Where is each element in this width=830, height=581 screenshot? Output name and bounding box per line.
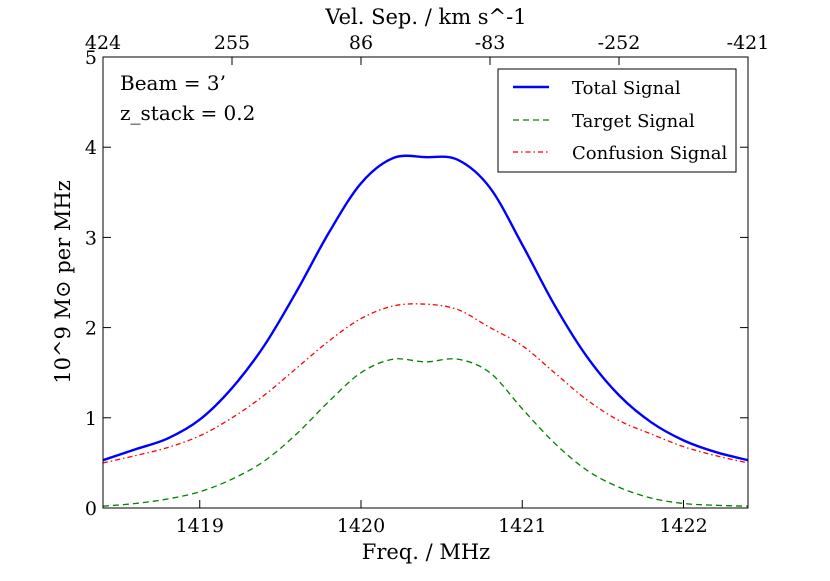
y-tick-label: 0	[85, 498, 97, 520]
series-line-confusion-signal	[102, 303, 749, 464]
x-axis-title: Freq. / MHz	[362, 540, 490, 564]
plot-frame	[102, 56, 749, 509]
series-line-target-signal	[102, 358, 749, 507]
legend-label-target: Target Signal	[572, 111, 695, 132]
x-tick-label: 1419	[176, 515, 224, 537]
top-tick-label: -421	[727, 32, 770, 54]
legend: Total Signal Target Signal Confusion Sig…	[497, 68, 737, 173]
top-tick-label: -83	[475, 32, 506, 54]
y-axis-title: 10^9 M⊙ per MHz	[51, 180, 75, 384]
x-tick-label: 1420	[337, 515, 385, 537]
top-x-axis-title: Vel. Sep. / km s^-1	[324, 5, 526, 29]
y-tick-label: 3	[85, 227, 97, 249]
top-tick-label: -252	[598, 32, 641, 54]
x-tick-label: 1421	[498, 515, 546, 537]
annotation-zstack: z_stack = 0.2	[120, 101, 255, 125]
y-tick-label: 5	[85, 47, 97, 69]
y-tick-label: 1	[85, 408, 97, 430]
y-tick-label: 2	[85, 318, 97, 340]
legend-label-total: Total Signal	[572, 78, 681, 99]
top-x-axis-title-text: Vel. Sep. / km s^-1	[324, 5, 526, 29]
x-tick-label: 1422	[659, 515, 707, 537]
legend-label-confusion: Confusion Signal	[572, 143, 728, 164]
top-tick-label: 86	[349, 32, 373, 54]
top-tick-label: 424	[85, 32, 121, 54]
top-tick-label: 255	[214, 32, 250, 54]
y-tick-label: 4	[85, 137, 97, 159]
series-line-total-signal	[102, 154, 749, 462]
annotation-beam: Beam = 3’	[120, 71, 226, 95]
